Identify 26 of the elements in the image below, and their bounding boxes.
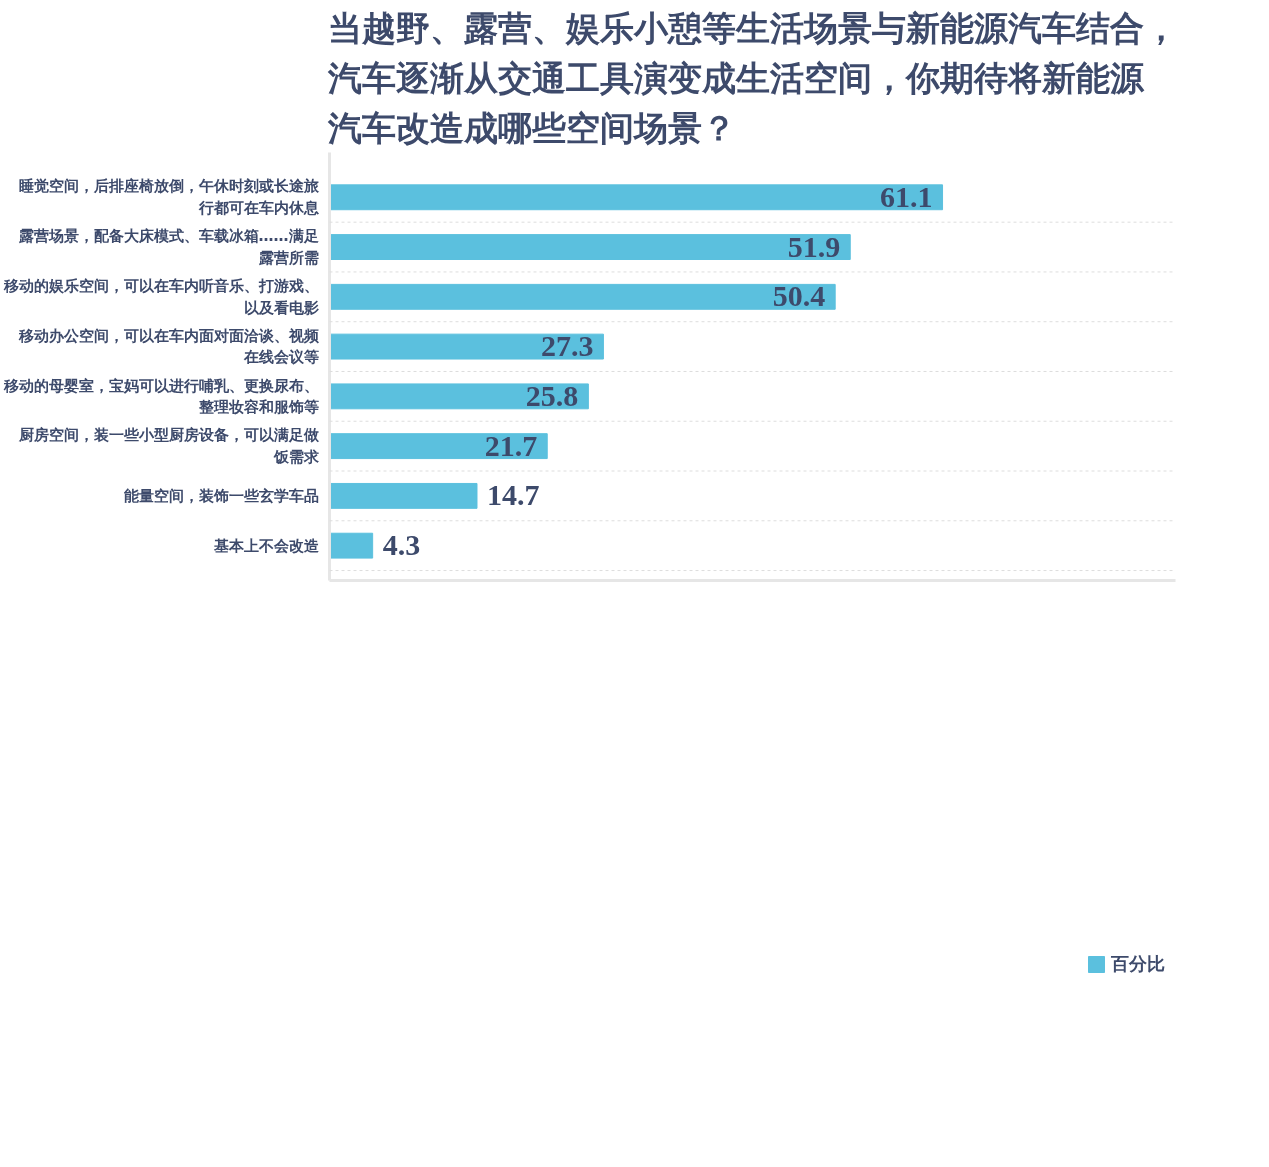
data-label: 21.7 [484, 428, 538, 462]
bar [329, 433, 548, 460]
y-tick-label: 基本上不会改造 [212, 536, 320, 555]
legend-label: 百分比 [1111, 952, 1165, 976]
y-tick-label: 移动的母婴室，宝妈可以进行哺乳、更换尿布、整理妆容和服饰等 [2, 376, 319, 417]
y-tick-label: 睡觉空间，后排座椅放倒，午休时刻或长途旅行都可在车内休息 [18, 177, 320, 218]
bar [329, 482, 478, 509]
bar [329, 532, 374, 559]
bar [329, 333, 604, 360]
data-label: 51.9 [787, 229, 841, 263]
y-tick-label: 移动办公空间，可以在车内面对面洽谈、视频在线会议等 [17, 326, 320, 367]
data-label: 14.7 [486, 478, 540, 512]
bar [329, 283, 836, 310]
bar [329, 184, 944, 211]
chart-title: 当越野、露营、娱乐小憩等生活场景与新能源汽车结合，汽车逐渐从交通工具演变成生活空间，你期待将新能源汽车改造成哪些空间场景？ [326, 7, 1178, 148]
data-label: 61.1 [880, 179, 933, 213]
data-label: 50.4 [772, 279, 826, 313]
y-tick-label: 厨房空间，装一些小型厨房设备，可以满足做饭需求 [17, 426, 320, 466]
y-tick-label: 露营场景，配备大床模式、车载冰箱……满足露营所需 [17, 227, 319, 267]
data-label: 4.3 [382, 528, 421, 562]
bar [329, 234, 851, 260]
y-tick-label: 能量空间，装饰一些玄学车品 [123, 486, 319, 505]
y-tick-label: 移动的娱乐空间，可以在车内听音乐、打游戏、以及看电影 [2, 277, 319, 317]
bar [329, 383, 589, 410]
data-label: 25.8 [525, 378, 579, 412]
data-label: 27.3 [540, 329, 594, 363]
